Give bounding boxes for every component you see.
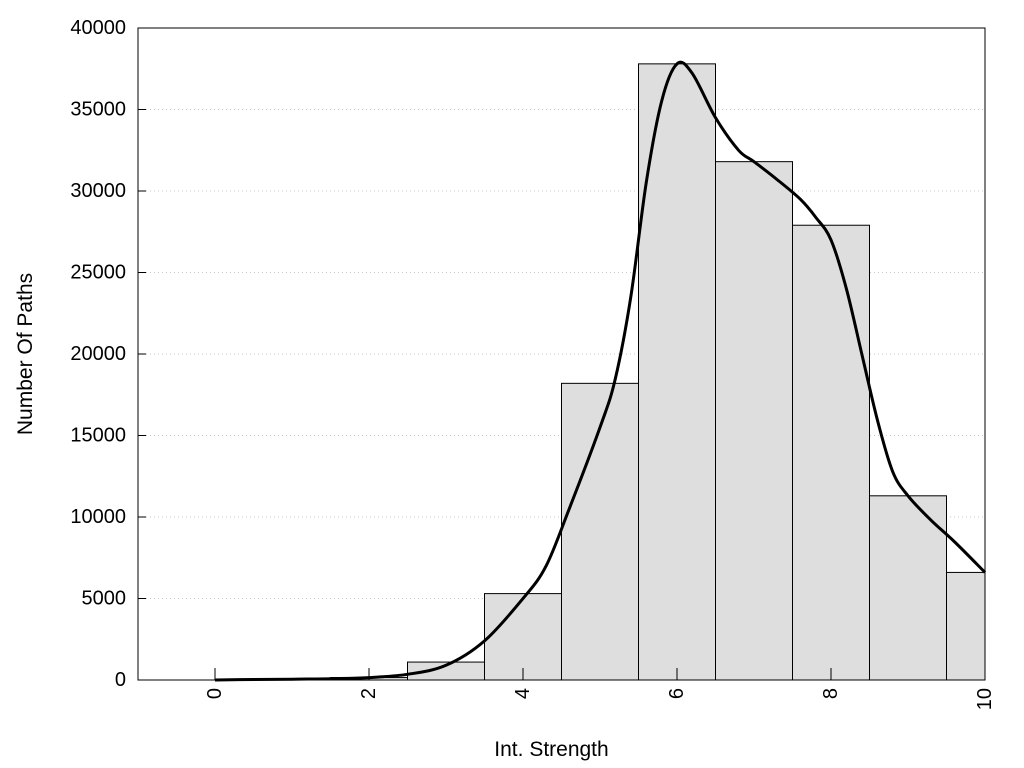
y-tick-label: 30000 xyxy=(70,180,126,202)
x-axis-label: Int. Strength xyxy=(494,738,608,761)
x-tick-label: 10 xyxy=(974,688,996,710)
y-tick-label: 20000 xyxy=(70,343,126,365)
density-curve-layer xyxy=(214,60,987,682)
y-axis-ticks: 0 5000 10000 15000 20000 25000 30000 35000 40000 xyxy=(70,17,146,691)
y-tick-label: 5000 xyxy=(82,588,127,610)
x-tick-label: 4 xyxy=(512,688,534,699)
y-tick-label: 25000 xyxy=(70,262,126,284)
y-tick-label: 0 xyxy=(115,669,126,691)
x-tick-label: 2 xyxy=(358,688,380,699)
y-tick-label: 10000 xyxy=(70,506,126,528)
histogram-bar xyxy=(484,593,562,681)
density-curve xyxy=(214,60,987,682)
x-axis-ticks: 0 2 4 6 8 10 xyxy=(204,668,996,710)
y-tick-label: 40000 xyxy=(70,17,126,39)
bars xyxy=(253,63,986,681)
x-tick-label: 0 xyxy=(204,688,226,699)
histogram-bar xyxy=(715,161,793,681)
histogram-bar xyxy=(638,63,716,681)
y-axis-label: Number Of Paths xyxy=(14,273,37,435)
x-tick-label: 8 xyxy=(820,688,842,699)
histogram-bar xyxy=(946,571,986,681)
y-tick-label: 35000 xyxy=(70,99,126,121)
histogram-bar xyxy=(792,224,870,681)
x-tick-label: 6 xyxy=(666,688,688,699)
histogram-bar xyxy=(869,495,947,681)
y-tick-label: 15000 xyxy=(70,425,126,447)
histogram-bar xyxy=(561,382,639,681)
